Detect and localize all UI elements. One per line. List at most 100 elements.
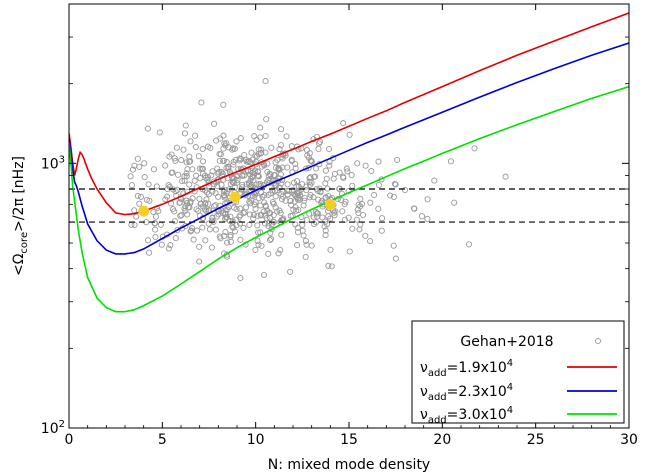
scatter-point [303,147,311,154]
legend-label-series-3: νadd=3.0x104 [420,405,513,426]
scatter-point [357,195,364,202]
scatter-point [146,197,153,204]
scatter-point [283,133,290,140]
scatter-point [262,202,269,209]
scatter-point [179,178,186,185]
scatter-point [193,227,201,234]
scatter-point [201,187,209,194]
scatter-point [302,253,309,261]
scatter-point [331,209,338,216]
scatter-point [221,232,228,240]
scatter-point [257,212,264,219]
scatter-point [247,159,254,166]
scatter-point [260,271,268,279]
series-line-1 [69,12,629,216]
scatter-point [316,138,324,145]
scatter-point [203,189,211,196]
scatter-point [234,176,241,183]
scatter-point [221,211,229,218]
scatter-point [171,208,178,215]
scatter-point [128,182,135,189]
scatter-point [222,142,229,149]
scatter-point [288,143,295,150]
scatter-point [178,212,185,219]
scatter-point [287,197,294,204]
scatter-point [312,165,320,172]
scatter-point [211,120,218,127]
x-ticks: 0 5 10 15 20 25 30 [65,4,638,448]
scatter-point [265,173,272,180]
scatter-point [326,162,333,169]
scatter-point [209,168,216,175]
scatter-point [268,226,275,233]
scatter-point [392,181,399,188]
scatter-point [208,244,215,251]
scatter-point [141,160,148,167]
scatter-point [242,204,250,211]
y-ticks: 102 103 [41,3,629,437]
scatter-point [274,156,281,163]
scatter-point [218,169,225,176]
scatter-point [307,157,314,164]
scatter-point [246,157,253,165]
scatter-point [272,164,279,171]
scatter-point [131,221,138,228]
scatter-point [193,206,200,213]
scatter-point [257,202,264,209]
scatter-point [378,215,386,222]
scatter-point [199,170,206,177]
scatter-point [293,189,300,196]
scatter-point [182,207,189,214]
scatter-point [239,184,246,191]
scatter-point [297,196,304,203]
scatter-point [209,188,216,195]
scatter-point [362,162,369,169]
scatter-point [291,198,298,205]
scatter-point [144,125,151,132]
scatter-point [187,138,194,145]
scatter-point [185,204,192,211]
scatter-point [368,167,375,175]
scatter-point [303,241,310,248]
scatter-point [331,212,338,219]
scatter-point [323,175,330,182]
scatter-point [318,198,325,205]
scatter-point [325,145,333,153]
scatter-point [197,175,204,182]
scatter-point [187,228,194,235]
scatter-point [205,191,212,198]
scatter-point [349,182,356,189]
scatter-point [275,250,282,257]
scatter-point [254,222,261,229]
legend-label-series-1: νadd=1.9x104 [420,358,513,379]
scatter-point [195,153,202,160]
scatter-point [322,167,329,174]
scatter-point [227,218,234,225]
scatter-point [251,133,258,140]
scatter-point [299,221,306,228]
scatter-point [156,129,163,136]
scatter-point [277,171,284,178]
scatter-point [162,196,169,203]
scatter-point [173,144,180,151]
scatter-point [253,136,260,143]
scatter-point [201,172,209,179]
scatter-point [192,132,199,139]
scatter-point [230,161,237,168]
scatter-point [431,177,438,184]
scatter-point [279,164,286,171]
scatter-point [157,221,164,228]
scatter-point [152,233,159,241]
scatter-point [165,245,172,252]
x-tick-label: 30 [620,432,638,448]
scatter-point [294,229,302,236]
scatter-point [292,221,299,228]
scatter-point [204,143,212,150]
scatter-point [341,201,348,208]
scatter-point [401,186,408,194]
scatter-point [196,165,203,172]
scatter-point [181,177,188,184]
scatter-point [411,205,418,212]
scatter-point [199,224,206,231]
series-line-2 [69,42,629,255]
